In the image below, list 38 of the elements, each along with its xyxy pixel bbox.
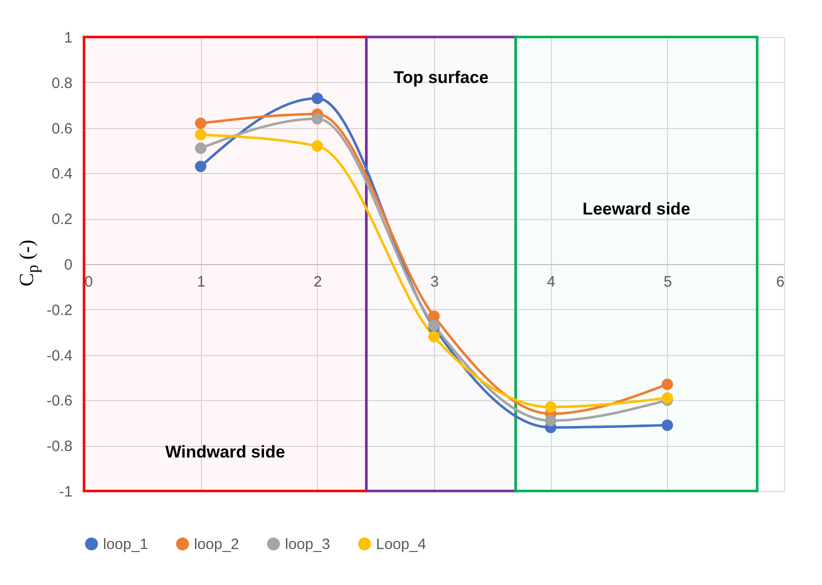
- point: [428, 330, 440, 342]
- y-tick-label: 0.6: [52, 120, 72, 138]
- point: [312, 140, 324, 152]
- point: [662, 378, 674, 390]
- y-tick-label: 0: [64, 256, 72, 274]
- legend-label: loop_1: [103, 536, 148, 553]
- band-label: Leeward side: [582, 200, 690, 219]
- y-tick-label: -1: [59, 484, 72, 500]
- x-tick-label: 2: [314, 274, 322, 290]
- legend-label: loop_2: [194, 536, 240, 553]
- y-tick-label: 1: [64, 30, 72, 46]
- point: [544, 414, 556, 426]
- point: [194, 142, 206, 154]
- point: [194, 128, 206, 140]
- y-tick-label: -0.6: [46, 392, 72, 410]
- point: [662, 419, 674, 431]
- y-tick-label: -0.4: [46, 347, 72, 364]
- x-tick-label: 4: [546, 274, 556, 290]
- point: [312, 113, 324, 124]
- legend-label: Loop_4: [376, 536, 426, 553]
- x-tick-label: 5: [664, 274, 672, 290]
- x-tick-label: 3: [430, 274, 439, 290]
- y-tick-label: -0.2: [46, 302, 72, 319]
- y-tick-label: 0.2: [52, 211, 72, 228]
- x-tick-label: 6: [776, 274, 784, 290]
- point: [544, 401, 556, 413]
- y-tick-label: 0.4: [52, 166, 72, 183]
- point: [194, 118, 206, 129]
- point: [662, 392, 674, 404]
- legend-label: loop_3: [285, 536, 330, 553]
- point: [194, 160, 206, 172]
- point: [428, 320, 440, 331]
- y-tick-label: 0.8: [52, 74, 72, 92]
- y-tick-label: -0.8: [46, 438, 72, 456]
- point: [312, 92, 324, 104]
- band-label: Top surface: [393, 68, 489, 87]
- band-label: Windward side: [165, 442, 286, 462]
- x-tick-label: 1: [196, 274, 206, 290]
